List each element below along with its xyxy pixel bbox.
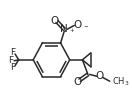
Text: F: F [10,63,15,72]
Text: O: O [74,20,82,30]
Text: O: O [74,77,82,87]
Text: F: F [8,56,13,65]
Text: F: F [10,48,15,56]
Text: O: O [50,16,58,26]
Text: O: O [96,71,104,81]
Text: CH$_3$: CH$_3$ [112,76,129,88]
Text: $^+$: $^+$ [68,27,75,36]
Text: $^-$: $^-$ [82,22,89,32]
Text: N: N [60,24,68,34]
